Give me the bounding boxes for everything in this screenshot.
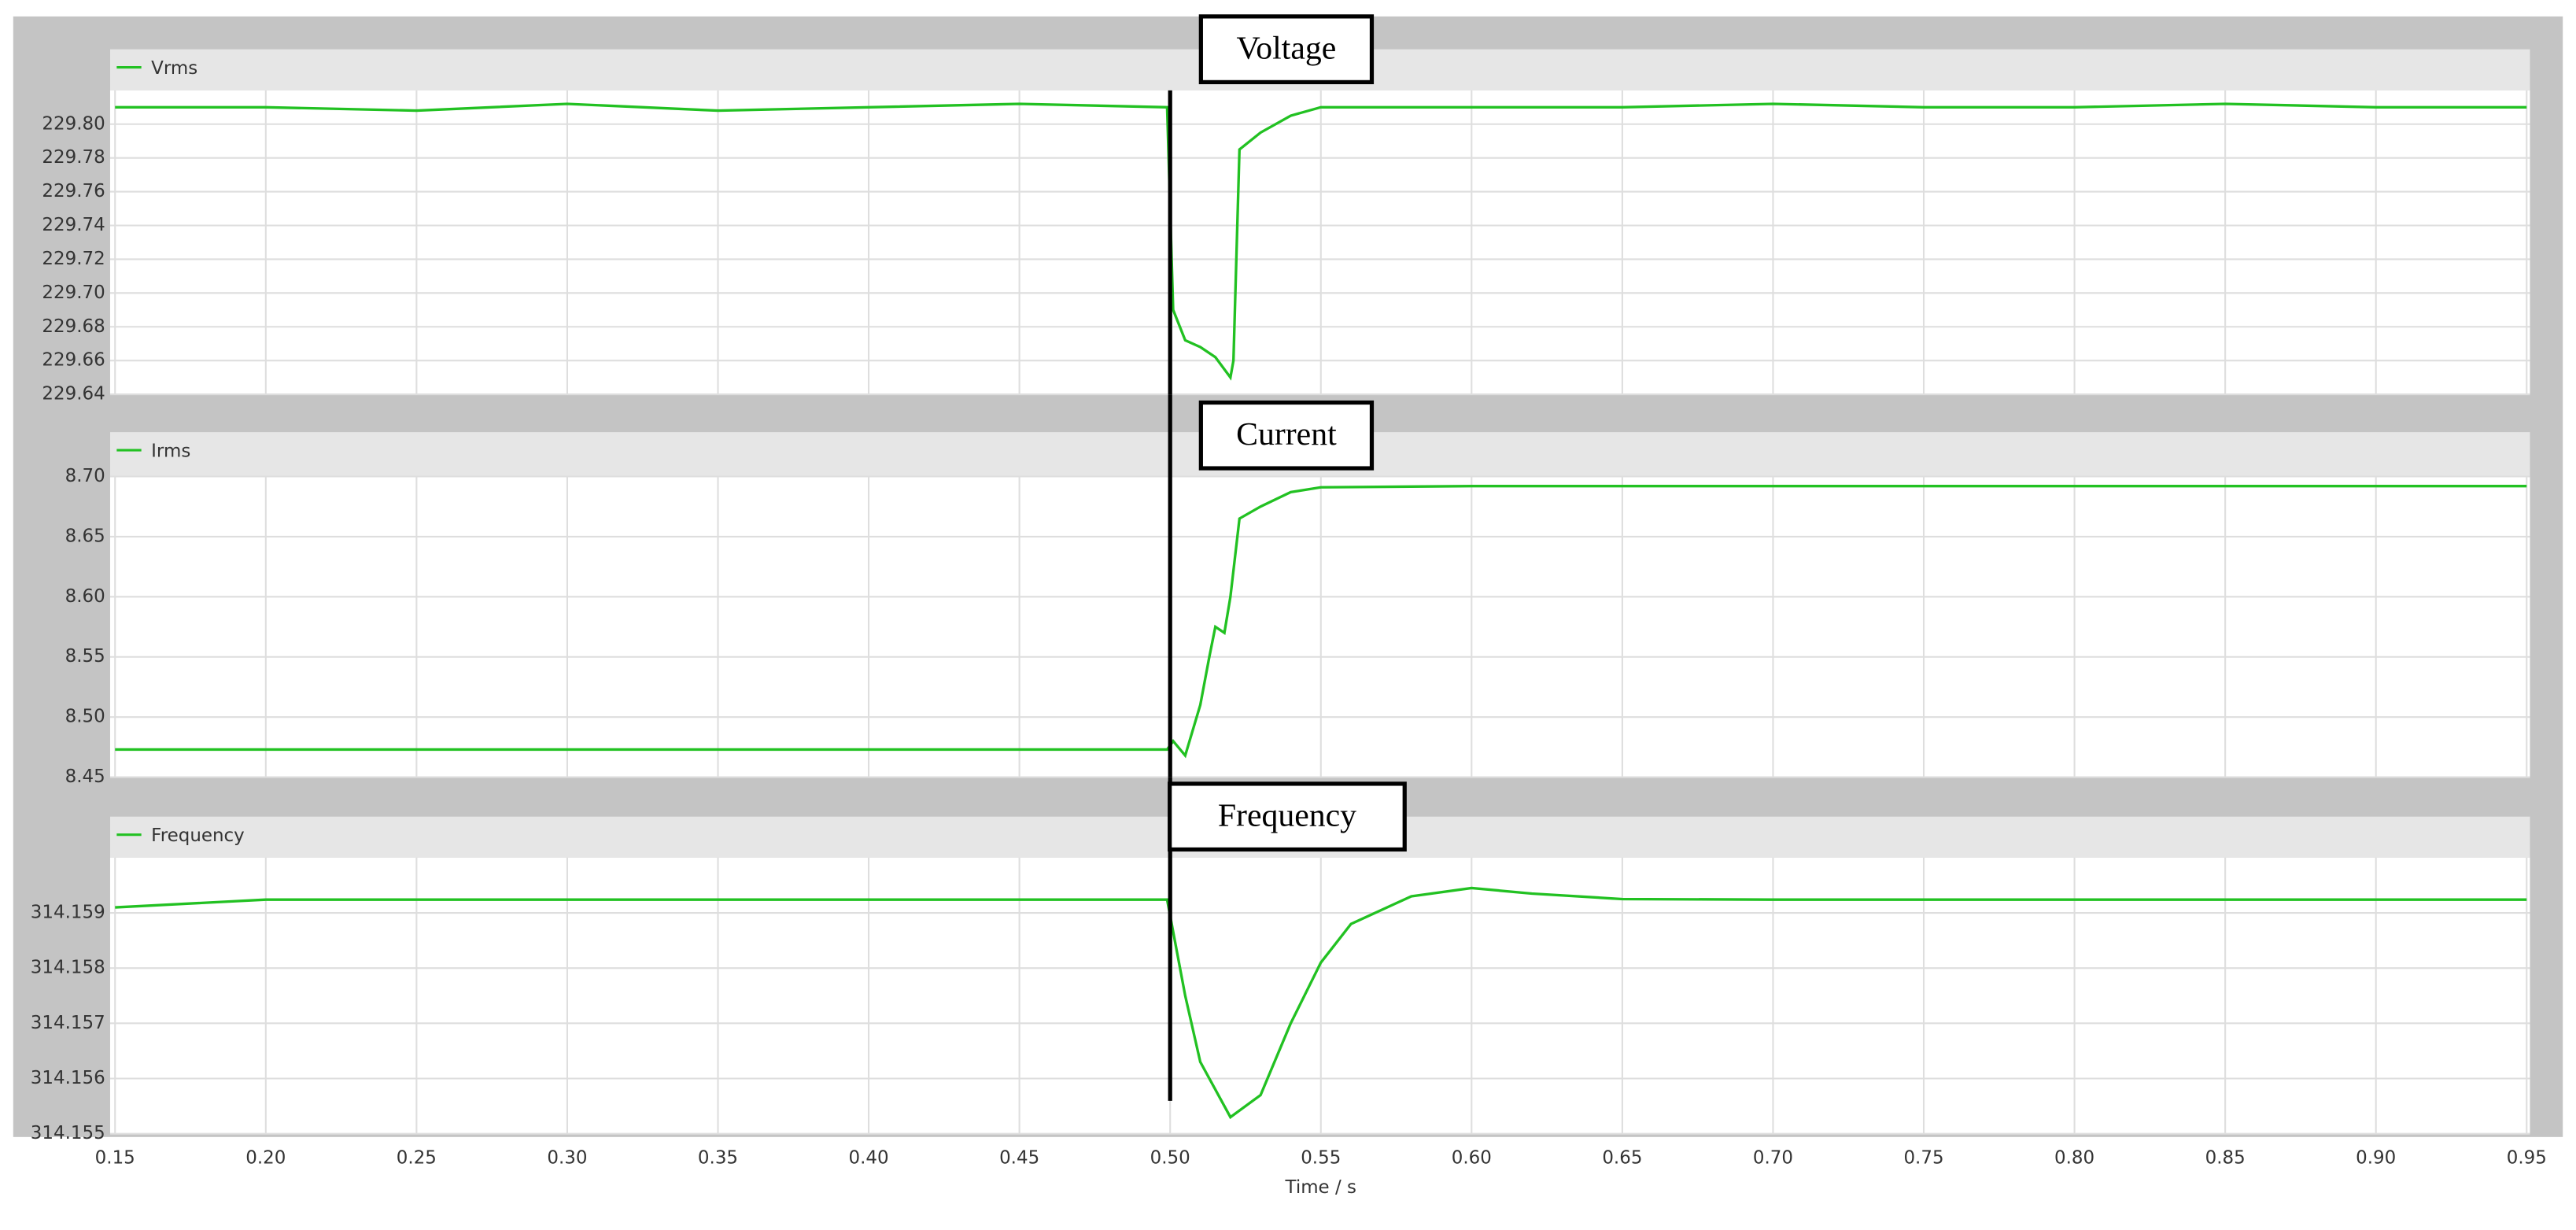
x-tick-label: 0.65: [1602, 1147, 1642, 1168]
x-tick-label: 0.15: [95, 1147, 135, 1168]
y-tick-label: 314.158: [31, 958, 105, 978]
y-tick-label: 229.74: [42, 215, 105, 235]
legend-label: Frequency: [151, 826, 245, 846]
x-tick-label: 0.35: [698, 1147, 738, 1168]
y-tick-label: 8.60: [65, 586, 105, 607]
x-axis-title: Time / s: [1285, 1177, 1356, 1198]
y-tick-label: 314.159: [31, 903, 105, 923]
y-tick-label: 229.64: [42, 384, 105, 404]
y-tick-label: 229.70: [42, 283, 105, 303]
x-tick-label: 0.80: [2054, 1147, 2094, 1168]
annotation-box: [1198, 14, 1375, 85]
y-tick-label: 8.45: [65, 766, 105, 787]
x-tick-label: 0.90: [2356, 1147, 2396, 1168]
x-tick-label: 0.75: [1903, 1147, 1943, 1168]
y-tick-label: 229.76: [42, 181, 105, 201]
data-line: [115, 102, 2527, 381]
annotation: Voltage: [1237, 30, 1337, 66]
y-tick-label: 229.68: [42, 316, 105, 337]
x-tick-label: 0.40: [849, 1147, 889, 1168]
x-tick-label: 0.45: [999, 1147, 1039, 1168]
y-tick-label: 8.70: [65, 466, 105, 486]
data-line: [115, 886, 2527, 1120]
legend-label: Vrms: [151, 58, 197, 79]
x-tick-label: 0.55: [1301, 1147, 1341, 1168]
y-tick-label: 314.156: [31, 1068, 105, 1088]
x-tick-label: 0.95: [2507, 1147, 2547, 1168]
annotation: Frequency: [1218, 797, 1356, 833]
x-tick-label: 0.30: [547, 1147, 587, 1168]
y-tick-label: 8.65: [65, 526, 105, 546]
x-tick-label: 0.50: [1150, 1147, 1190, 1168]
x-tick-label: 0.25: [397, 1147, 437, 1168]
y-tick-label: 314.157: [31, 1013, 105, 1033]
y-tick-label: 8.50: [65, 707, 105, 727]
y-tick-label: 8.55: [65, 646, 105, 667]
annotation: Current: [1236, 416, 1337, 452]
y-tick-label: 314.155: [31, 1123, 105, 1143]
y-tick-label: 229.78: [42, 147, 105, 168]
x-tick-label: 0.60: [1452, 1147, 1492, 1168]
annotation-box: [1168, 781, 1407, 852]
data-line: [115, 485, 2527, 759]
annotation-box: [1198, 400, 1375, 471]
legend-label: Irms: [151, 441, 190, 462]
y-tick-label: 229.66: [42, 350, 105, 371]
y-tick-label: 229.80: [42, 113, 105, 134]
y-tick-label: 229.72: [42, 249, 105, 269]
x-tick-label: 0.20: [245, 1147, 286, 1168]
x-tick-label: 0.70: [1753, 1147, 1793, 1168]
x-tick-label: 0.85: [2205, 1147, 2246, 1168]
